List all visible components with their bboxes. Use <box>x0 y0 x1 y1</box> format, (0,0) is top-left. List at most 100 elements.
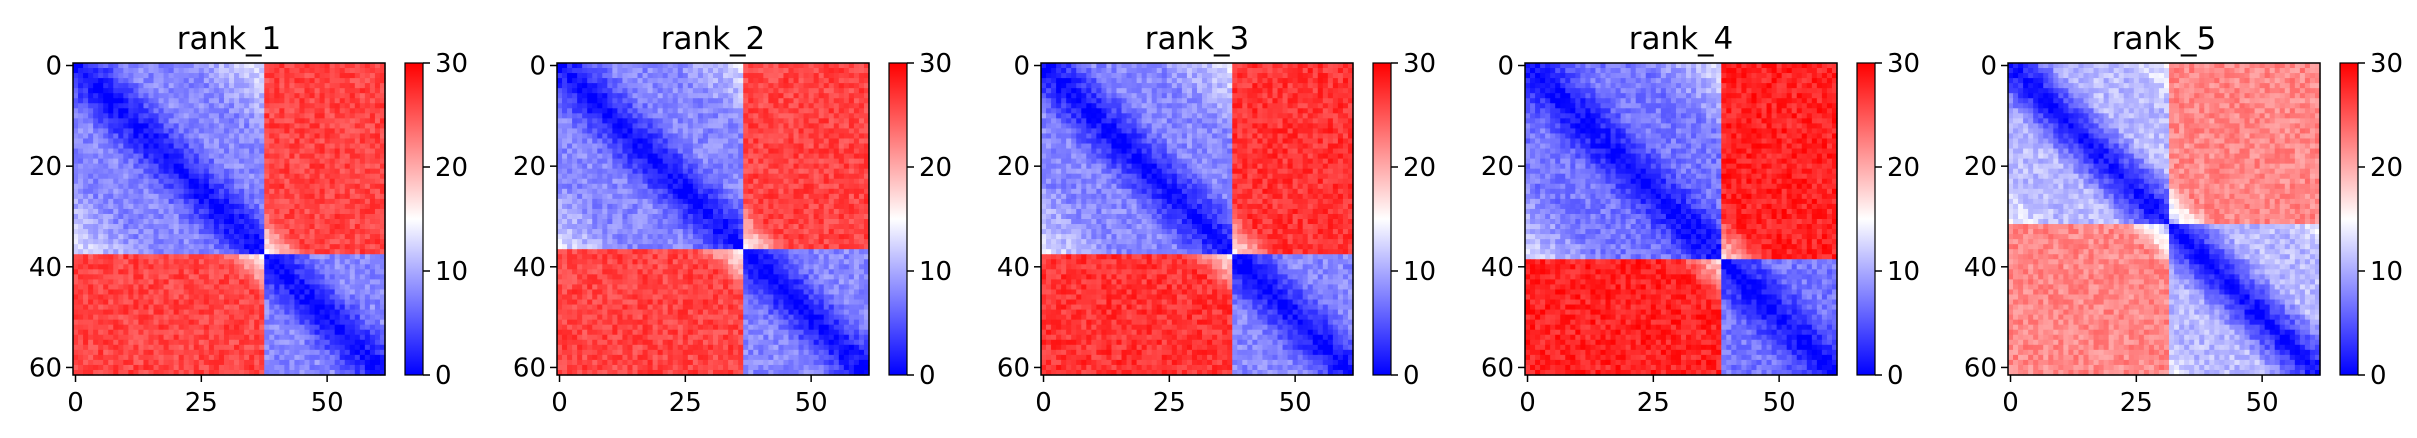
heatmap-cell <box>324 113 331 119</box>
heatmap-cell <box>153 158 160 165</box>
heatmap-cell <box>753 88 759 94</box>
heatmap-cell <box>557 68 563 74</box>
heatmap-cell <box>309 339 316 346</box>
heatmap-cell <box>587 113 593 119</box>
heatmap-cell <box>213 103 220 109</box>
heatmap-cell <box>294 193 301 200</box>
heatmap-cell <box>324 73 331 79</box>
heatmap-cell <box>213 349 220 356</box>
heatmap-cell <box>133 188 140 195</box>
heatmap-cell <box>329 63 336 69</box>
heatmap-cell <box>78 103 84 109</box>
heatmap-cell <box>88 73 94 79</box>
heatmap-cell <box>672 88 679 94</box>
heatmap-cell <box>133 354 140 361</box>
heatmap-cell <box>309 178 316 185</box>
heatmap-cell <box>188 128 195 135</box>
heatmap-cell <box>88 163 94 170</box>
heatmap-cell <box>198 294 205 301</box>
heatmap-cell <box>374 213 381 220</box>
heatmap-cell <box>244 294 250 301</box>
heatmap-cell <box>88 329 94 336</box>
heatmap-cell <box>587 73 593 79</box>
heatmap-cell <box>168 83 175 89</box>
heatmap-cell <box>379 113 386 119</box>
heatmap-cell <box>208 359 215 366</box>
heatmap-cell <box>269 244 275 250</box>
heatmap-cell <box>108 173 114 180</box>
heatmap-cell <box>344 319 351 326</box>
heatmap-cell <box>567 138 573 145</box>
heatmap-cell <box>637 68 644 74</box>
heatmap-cell <box>223 254 230 260</box>
heatmap-cell <box>299 148 306 155</box>
heatmap-cell <box>254 249 260 255</box>
heatmap-cell <box>88 178 94 185</box>
heatmap-cell <box>118 224 124 230</box>
heatmap-cell <box>602 63 608 69</box>
heatmap-cell <box>234 173 240 180</box>
heatmap-cell <box>239 284 245 291</box>
heatmap-cell <box>88 324 94 331</box>
heatmap-cell <box>203 289 210 296</box>
heatmap-cell <box>98 203 104 210</box>
heatmap-cell <box>264 324 270 331</box>
heatmap-cell <box>379 254 386 260</box>
heatmap-cell <box>557 83 563 89</box>
heatmap-cell <box>369 208 376 215</box>
heatmap-cell <box>153 294 160 301</box>
heatmap-cell <box>239 309 245 316</box>
heatmap-cell <box>103 344 109 351</box>
heatmap-cell <box>203 344 210 351</box>
heatmap-cell <box>153 133 160 140</box>
heatmap-cell <box>334 309 341 316</box>
heatmap-cell <box>339 173 346 180</box>
heatmap-cell <box>123 133 129 140</box>
heatmap-cell <box>753 123 759 130</box>
heatmap-cell <box>652 98 659 104</box>
heatmap-cell <box>304 239 311 245</box>
heatmap-cell <box>364 128 371 135</box>
heatmap-cell <box>289 178 296 185</box>
heatmap-cell <box>239 108 245 114</box>
heatmap-cell <box>123 63 129 69</box>
heatmap-cell <box>93 113 99 119</box>
heatmap-cell <box>713 93 719 99</box>
heatmap-cell <box>284 73 290 79</box>
heatmap-cell <box>83 339 89 346</box>
heatmap-cell <box>329 369 336 376</box>
heatmap-cell <box>364 118 371 124</box>
heatmap-cell <box>73 274 79 280</box>
heatmap-cell <box>173 188 180 195</box>
heatmap-cell <box>158 359 165 366</box>
heatmap-cell <box>677 68 684 74</box>
heatmap-cell <box>597 73 603 79</box>
heatmap-cell <box>743 108 749 114</box>
heatmap-cell <box>269 344 275 351</box>
heatmap-cell <box>349 339 356 346</box>
heatmap-cell <box>153 203 160 210</box>
heatmap-cell <box>304 73 311 79</box>
heatmap-cell <box>133 294 140 301</box>
heatmap-cell <box>98 279 104 286</box>
heatmap-cell <box>319 178 326 185</box>
heatmap-cell <box>374 249 381 255</box>
heatmap-cell <box>853 93 860 99</box>
heatmap-cell <box>148 339 155 346</box>
heatmap-cell <box>163 183 170 190</box>
heatmap-cell <box>113 349 119 356</box>
heatmap-cell <box>218 118 225 124</box>
heatmap-cell <box>798 148 805 155</box>
heatmap-cell <box>138 188 145 195</box>
heatmap-cell <box>324 98 331 104</box>
heatmap-cell <box>344 118 351 124</box>
heatmap-cell <box>682 103 689 109</box>
heatmap-cell <box>218 168 225 175</box>
heatmap-cell <box>334 173 341 180</box>
heatmap-cell <box>279 108 285 114</box>
heatmap-cell <box>128 113 134 119</box>
heatmap-cell <box>259 78 265 84</box>
heatmap-cell <box>123 208 129 215</box>
heatmap-cell <box>213 334 220 341</box>
heatmap-cell <box>299 334 306 341</box>
